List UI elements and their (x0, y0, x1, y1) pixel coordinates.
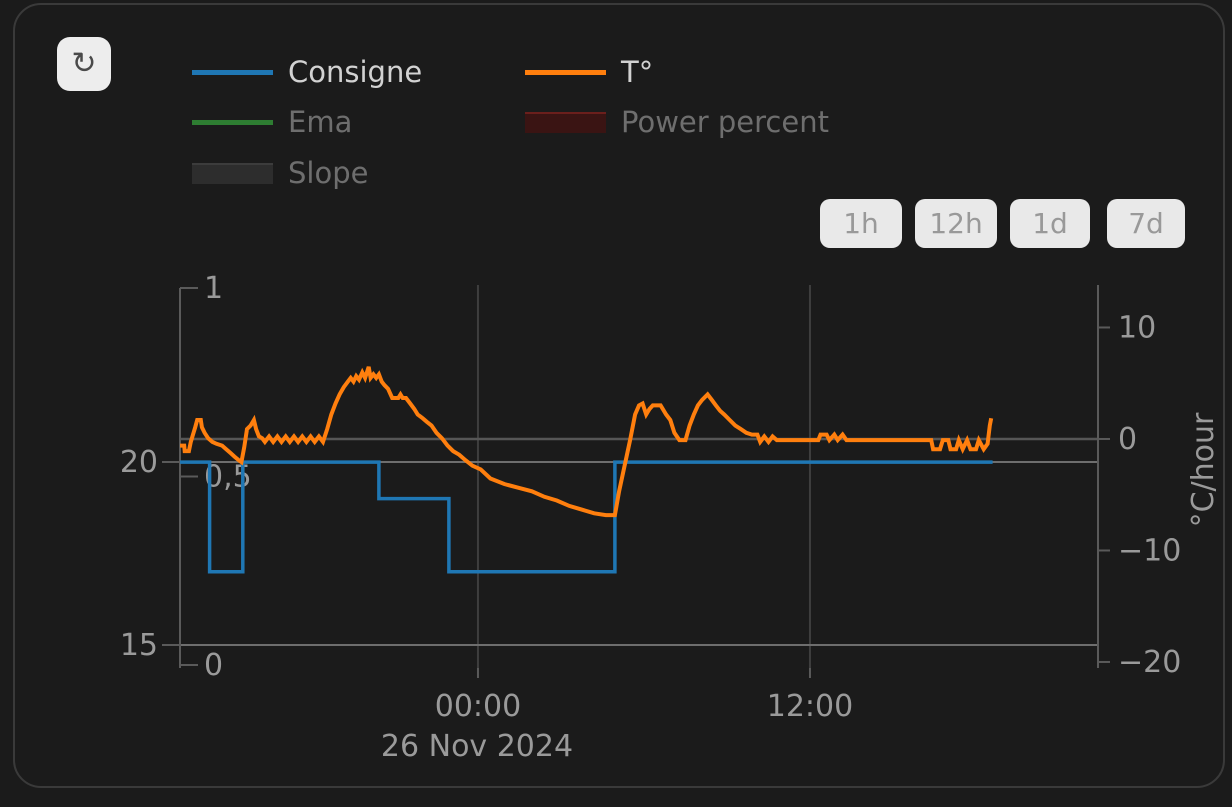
refresh-button[interactable]: ↻ (57, 37, 111, 91)
legend-swatch-t (525, 69, 606, 75)
temp-tick-label-1: 15 (120, 628, 158, 663)
series-path-t (180, 366, 994, 518)
card-background (13, 3, 1225, 788)
fraction-tick-label-2: 0 (204, 648, 223, 683)
rate-tick-label-3: −20 (1118, 645, 1181, 680)
fraction-tick-label-0: 1 (204, 271, 223, 306)
plot-area[interactable] (180, 285, 1098, 668)
range-button-1h[interactable]: 1h (820, 199, 902, 248)
legend-swatch-slope (192, 162, 273, 184)
refresh-icon: ↻ (71, 47, 97, 80)
range-button-1d[interactable]: 1d (1010, 199, 1090, 248)
x-tick-label-0: 00:00 (435, 689, 521, 724)
rate-tick-label-1: 0 (1118, 422, 1137, 457)
legend-item-ema[interactable]: Ema (192, 105, 352, 139)
legend-label-consigne: Consigne (288, 55, 423, 89)
legend-label-t: T° (621, 55, 654, 89)
legend-swatch-consigne (192, 69, 273, 75)
legend-item-t[interactable]: T° (525, 55, 653, 89)
legend-label-power-percent: Power percent (621, 105, 829, 139)
x-axis-date-label: 26 Nov 2024 (381, 729, 573, 764)
range-button-12h[interactable]: 12h (915, 199, 997, 248)
rate-tick-label-2: −10 (1118, 533, 1181, 568)
rate-axis-title: °C/hour (1186, 412, 1221, 527)
temp-tick-label-0: 20 (120, 445, 158, 480)
legend-item-consigne[interactable]: Consigne (192, 55, 422, 89)
legend-item-power-percent[interactable]: Power percent (525, 105, 829, 139)
x-tick-label-1: 12:00 (767, 689, 853, 724)
legend-swatch-power-percent (525, 111, 606, 133)
rate-tick-label-0: 10 (1118, 310, 1156, 345)
legend-label-slope: Slope (288, 156, 369, 190)
legend-swatch-ema (192, 119, 273, 125)
series-path-consigne (180, 460, 993, 574)
legend-label-ema: Ema (288, 105, 353, 139)
legend-item-slope[interactable]: Slope (192, 156, 368, 190)
range-button-7d[interactable]: 7d (1107, 199, 1185, 248)
